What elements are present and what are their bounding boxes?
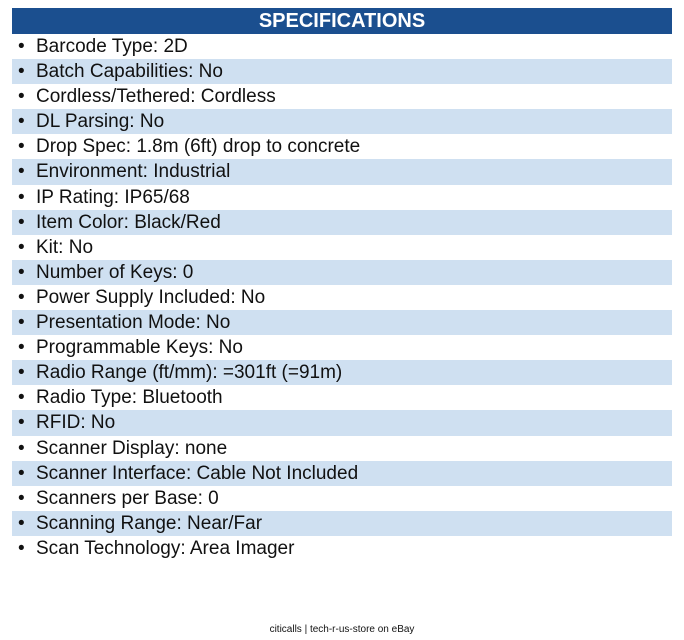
spec-item: Environment: Industrial xyxy=(12,159,672,185)
spec-item: Item Color: Black/Red xyxy=(12,209,672,235)
footer: citicalls | tech-r-us-store on eBay xyxy=(269,624,415,635)
spec-item: DL Parsing: No xyxy=(12,109,672,135)
spec-item: Programmable Keys: No xyxy=(12,335,672,360)
title: SPECIFICATIONS xyxy=(12,8,672,34)
spec-item: Presentation Mode: No xyxy=(12,310,672,336)
spec-item: Radio Range (ft/mm): =301ft (=91m) xyxy=(12,360,672,386)
spec-item: Scan Technology: Area Imager xyxy=(12,536,672,561)
spec-item: Scanner Display: none xyxy=(12,436,672,461)
spec-item: Scanner Interface: Cable Not Included xyxy=(12,460,672,486)
spec-list: Barcode Type: 2DBatch Capabilities: NoCo… xyxy=(12,34,672,561)
spec-item: Drop Spec: 1.8m (6ft) drop to concrete xyxy=(12,134,672,159)
spec-item: Barcode Type: 2D xyxy=(12,34,672,59)
spec-item: IP Rating: IP65/68 xyxy=(12,185,672,210)
spec-item: RFID: No xyxy=(12,410,672,436)
spec-item: Batch Capabilities: No xyxy=(12,59,672,85)
spec-item: Kit: No xyxy=(12,235,672,260)
spec-item: Radio Type: Bluetooth xyxy=(12,385,672,410)
spec-item: Number of Keys: 0 xyxy=(12,259,672,285)
spec-item: Power Supply Included: No xyxy=(12,285,672,310)
spec-item: Scanners per Base: 0 xyxy=(12,486,672,511)
spec-item: Cordless/Tethered: Cordless xyxy=(12,84,672,109)
spec-item: Scanning Range: Near/Far xyxy=(12,510,672,536)
